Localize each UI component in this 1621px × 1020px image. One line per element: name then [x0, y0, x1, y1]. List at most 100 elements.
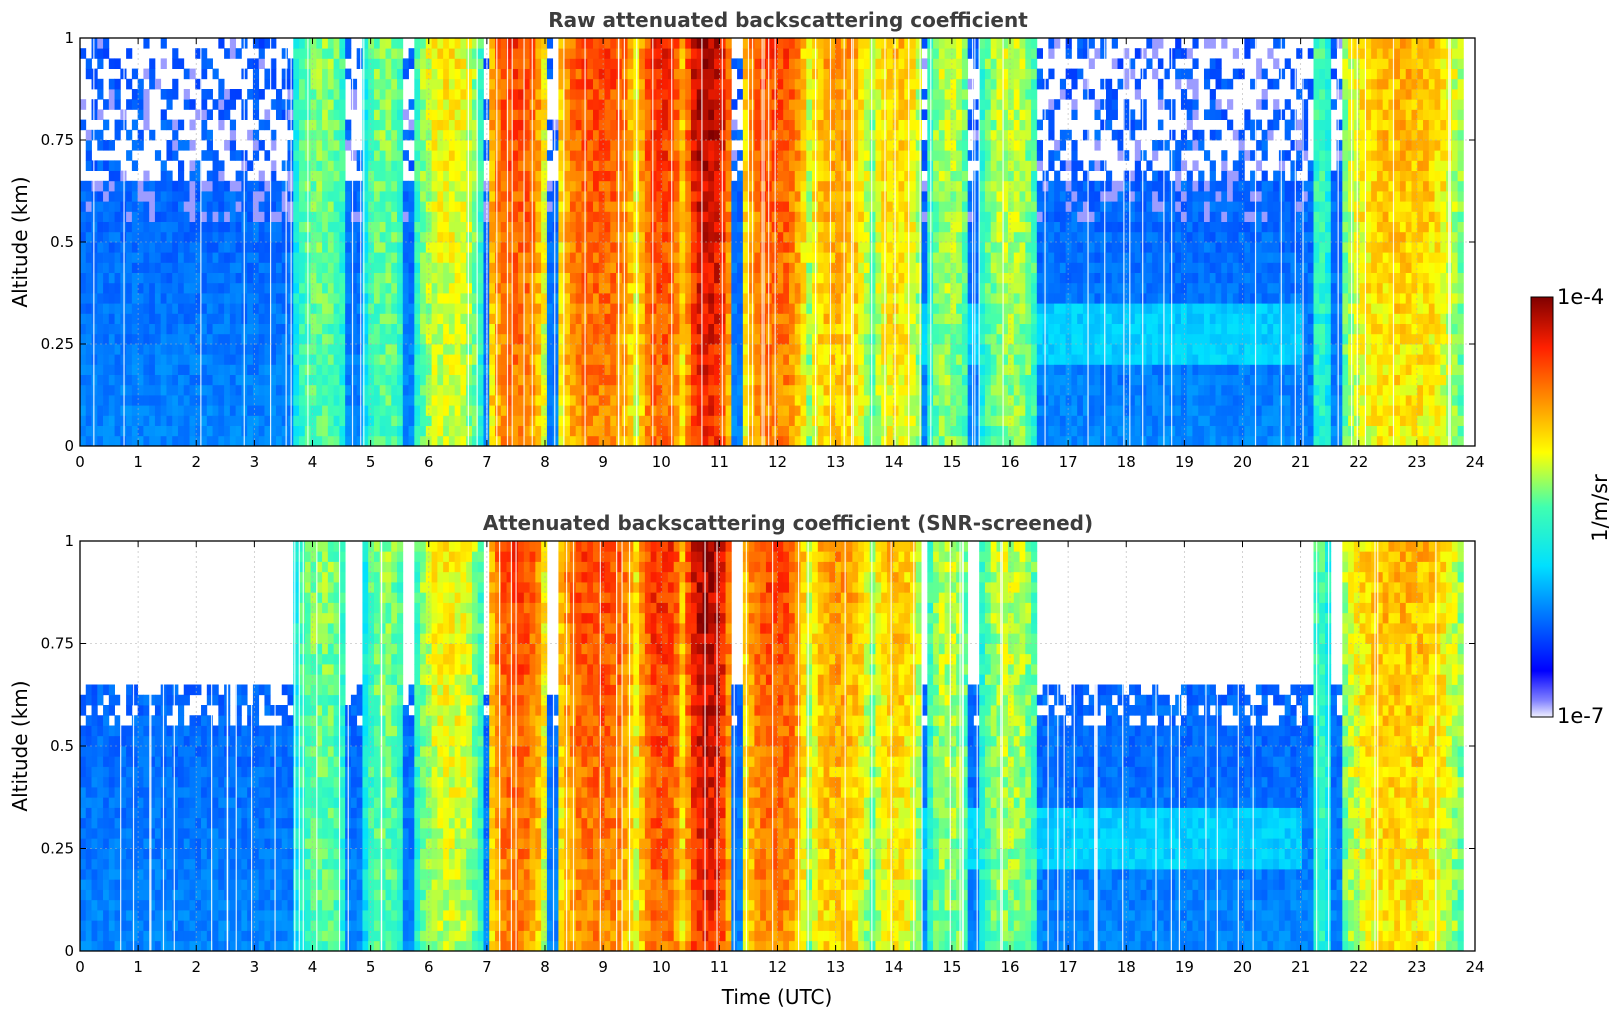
heatmap-cell — [627, 435, 634, 447]
heatmap-cell — [201, 374, 208, 386]
heatmap-cell — [356, 395, 363, 406]
heatmap-cell — [518, 282, 525, 294]
heatmap-cell — [114, 99, 121, 110]
heatmap-cell — [546, 191, 554, 202]
heatmap-cell — [460, 129, 467, 141]
heatmap-cell — [80, 252, 87, 263]
heatmap-cell — [339, 415, 346, 426]
heatmap-cell — [552, 395, 559, 406]
heatmap-cell — [126, 425, 133, 437]
heatmap-cell — [575, 435, 582, 447]
heatmap-cell — [362, 180, 369, 192]
heatmap-cell — [322, 78, 329, 90]
heatmap-cell — [385, 170, 392, 182]
heatmap-cell — [391, 252, 398, 263]
heatmap-cell — [143, 425, 150, 437]
heatmap-cell — [408, 435, 415, 447]
heatmap-cell — [754, 374, 761, 386]
heatmap-cell — [829, 242, 836, 253]
heatmap-cell — [431, 384, 438, 396]
heatmap-cell — [829, 191, 836, 202]
heatmap-cell — [247, 425, 254, 437]
heatmap-cell — [154, 262, 162, 273]
heatmap-cell — [437, 191, 444, 202]
heatmap-cell — [224, 201, 231, 212]
heatmap-cell — [702, 415, 709, 426]
heatmap-cell — [218, 191, 225, 202]
heatmap-cell — [281, 99, 288, 110]
heatmap-cell — [523, 78, 530, 90]
heatmap-cell — [610, 48, 617, 59]
heatmap-cell — [235, 333, 242, 345]
heatmap-cell — [172, 313, 179, 324]
heatmap-cell — [385, 282, 392, 294]
heatmap-cell — [794, 129, 801, 141]
heatmap-cell — [350, 262, 358, 273]
heatmap-cell — [679, 129, 686, 141]
heatmap-cell — [806, 170, 813, 182]
heatmap-cell — [783, 344, 790, 355]
heatmap-cell — [696, 354, 703, 365]
heatmap-cell — [91, 405, 98, 416]
heatmap-cell — [471, 160, 479, 171]
heatmap-cell — [460, 48, 467, 59]
heatmap-cell — [391, 201, 398, 212]
heatmap-cell — [495, 425, 502, 437]
heatmap-cell — [172, 58, 179, 69]
heatmap-cell — [137, 272, 144, 284]
heatmap-cell — [495, 354, 502, 365]
heatmap-cell — [523, 395, 530, 406]
heatmap-cell — [696, 333, 703, 345]
heatmap-cell — [639, 109, 646, 120]
heatmap-cell — [218, 180, 225, 192]
heatmap-cell — [454, 109, 461, 120]
heatmap-cell — [154, 323, 162, 335]
heatmap-cell — [610, 201, 617, 212]
heatmap-cell — [477, 211, 484, 222]
heatmap-cell — [679, 282, 686, 294]
heatmap-cell — [431, 242, 438, 253]
heatmap-cell — [143, 109, 150, 120]
heatmap-cell — [443, 435, 450, 447]
heatmap-cell — [644, 242, 652, 253]
heatmap-cell — [587, 262, 594, 273]
heatmap-cell — [506, 201, 513, 212]
heatmap-cell — [299, 354, 306, 365]
heatmap-cell — [431, 333, 438, 345]
heatmap-cell — [195, 191, 202, 202]
heatmap-cell — [385, 38, 392, 49]
heatmap-cell — [702, 180, 709, 192]
heatmap-cell — [742, 119, 750, 131]
heatmap-cell — [80, 374, 87, 386]
heatmap-cell — [788, 313, 796, 324]
heatmap-cell — [345, 231, 352, 243]
heatmap-cell — [281, 395, 288, 406]
heatmap-cell — [391, 38, 398, 49]
heatmap-cell — [800, 180, 807, 192]
heatmap-cell — [627, 191, 634, 202]
heatmap-cell — [541, 262, 548, 273]
heatmap-cell — [420, 384, 427, 396]
heatmap-cell — [172, 140, 179, 151]
heatmap-cell — [137, 201, 144, 212]
heatmap-cell — [212, 354, 219, 365]
heatmap-cell — [356, 221, 363, 233]
heatmap-cell — [443, 201, 450, 212]
heatmap-cell — [777, 180, 784, 192]
heatmap-cell — [443, 160, 450, 171]
heatmap-cell — [333, 313, 340, 324]
heatmap-cell — [420, 333, 427, 345]
heatmap-cell — [627, 323, 634, 335]
heatmap-cell — [800, 415, 807, 426]
heatmap-cell — [120, 415, 127, 426]
heatmap-cell — [448, 405, 456, 416]
heatmap-cell — [293, 78, 300, 90]
heatmap-cell — [258, 354, 265, 365]
heatmap-cell — [333, 415, 340, 426]
heatmap-cell — [166, 119, 173, 131]
heatmap-cell — [224, 313, 231, 324]
heatmap-cell — [489, 425, 496, 437]
heatmap-cell — [541, 160, 548, 171]
heatmap-cell — [160, 242, 167, 253]
heatmap-cell — [322, 364, 329, 375]
